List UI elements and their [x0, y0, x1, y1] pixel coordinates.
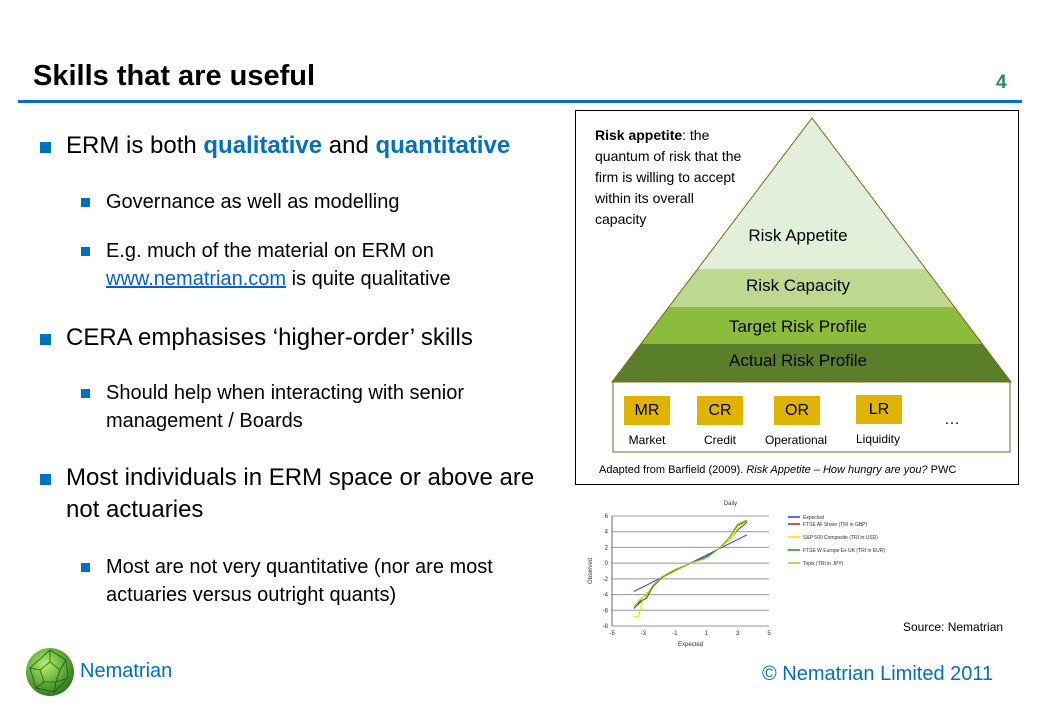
- y-tick-label: 2: [605, 545, 609, 551]
- label-credit: Credit: [703, 433, 736, 447]
- legend-entry: FTSE All Share (TRI in GBP): [803, 522, 868, 528]
- citation-text: Adapted from Barfield (2009).: [599, 464, 747, 476]
- nematrian-logo-icon: [26, 648, 74, 696]
- legend-entry: FTSE W Europe Ex UK (TRI in EUR): [803, 548, 885, 554]
- y-tick-label: -6: [603, 608, 609, 614]
- label-target-risk-profile: Target Risk Profile: [729, 317, 867, 336]
- legend-entry: S&P 500 Composite (TRI in USD): [803, 535, 878, 541]
- tag-cr: CR: [697, 396, 743, 425]
- y-tick-label: 6: [605, 514, 609, 520]
- pyramid-shape: [610, 117, 1013, 453]
- tag-mr: MR: [624, 396, 670, 425]
- chart-title: Daily: [724, 501, 737, 507]
- legend-entry: Expected: [803, 515, 824, 521]
- label-risk-appetite: Risk Appetite: [748, 226, 848, 245]
- legend-entry: Topix (TRI in JPY): [803, 561, 844, 567]
- x-tick-label: 1: [705, 631, 709, 637]
- y-tick-label: 4: [605, 530, 609, 536]
- page-number: 4: [996, 72, 1007, 93]
- definition-term: Risk appetite: [595, 127, 683, 143]
- label-market: Market: [628, 433, 666, 447]
- citation: Adapted from Barfield (2009). Risk Appet…: [599, 464, 956, 476]
- label-risk-capacity: Risk Capacity: [746, 276, 850, 295]
- label-actual-risk-profile: Actual Risk Profile: [729, 351, 867, 370]
- highlight-qualitative: qualitative: [203, 132, 323, 159]
- bullet-erm: ERM is both qualitative and quantitative: [40, 130, 576, 162]
- layer-actual-risk-profile: [612, 344, 1011, 382]
- sub-bullet-material: E.g. much of the material on ERM on www.…: [81, 237, 556, 293]
- risk-appetite-definition: Risk appetite: the quantum of risk that …: [595, 125, 745, 230]
- layer-target-risk-profile: [612, 307, 1011, 344]
- citation-publisher: PWC: [927, 464, 957, 476]
- x-tick-label: -3: [641, 631, 647, 637]
- chart-source: Source: Nematrian: [903, 620, 1004, 634]
- y-tick-label: -8: [603, 624, 609, 630]
- label-operational: Operational: [764, 433, 828, 447]
- copyright: © Nematrian Limited 2011: [762, 663, 994, 685]
- y-tick-label: -4: [603, 593, 609, 599]
- slide-title: Skills that are useful: [33, 60, 316, 92]
- y-tick-label: 0: [605, 561, 609, 567]
- risk-pyramid-figure: Risk appetite: the quantum of risk that …: [575, 110, 1019, 485]
- x-tick-label: 3: [736, 631, 740, 637]
- series-line-3: [633, 520, 748, 610]
- sub-bullet-quant: Most are not very quantitative (nor are …: [81, 553, 536, 609]
- x-tick-label: -5: [609, 631, 615, 637]
- nematrian-link[interactable]: www.nematrian.com: [106, 268, 287, 290]
- bullet-text: and: [322, 132, 376, 159]
- sub-bullet-senior: Should help when interacting with senior…: [81, 379, 556, 435]
- x-tick-label: 5: [767, 631, 771, 637]
- label-liquidity: Liquidity: [855, 432, 901, 446]
- y-axis-label: Observed: [588, 558, 594, 584]
- bullet-text: ERM is both: [66, 132, 204, 159]
- tag-lr: LR: [856, 395, 902, 424]
- title-divider: [18, 100, 1022, 103]
- brand-name: Nematrian: [80, 660, 173, 682]
- more-ellipsis: …: [944, 411, 960, 428]
- y-tick-label: -2: [603, 577, 609, 583]
- series-line-4: [633, 519, 748, 607]
- bullet-cera: CERA emphasises ‘higher-order’ skills: [40, 322, 576, 354]
- sub-bullet-governance: Governance as well as modelling: [81, 188, 556, 216]
- definition-text: : the quantum of risk that the firm is w…: [595, 127, 742, 227]
- bullet-individuals: Most individuals in ERM space or above a…: [40, 462, 556, 526]
- bullet-text: E.g. much of the material on ERM on: [106, 240, 434, 262]
- qq-chart: Daily 6 4 2 0 -2 -4 -6 -8-5 -3 -1 1 3 5 Expected Observ…: [588, 501, 885, 648]
- citation-title: Risk Appetite – How hungry are you?: [746, 464, 928, 476]
- highlight-quantitative: quantitative: [375, 132, 511, 159]
- x-axis-label: Expected: [678, 642, 703, 648]
- tag-or: OR: [774, 396, 820, 425]
- x-tick-label: -1: [672, 631, 678, 637]
- bullet-text: is quite qualitative: [286, 268, 451, 290]
